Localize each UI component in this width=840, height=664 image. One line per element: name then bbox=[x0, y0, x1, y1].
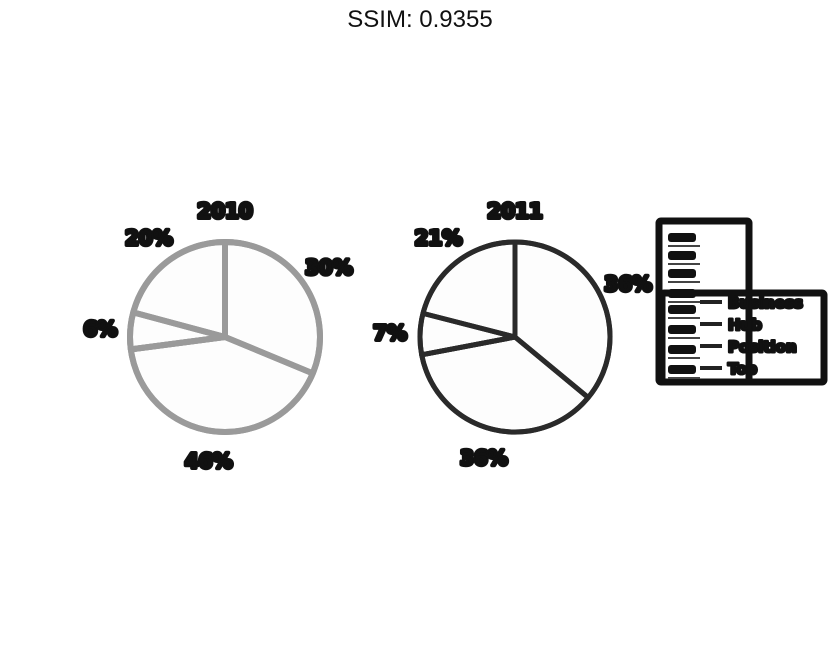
pie-0-label-0: 30% bbox=[305, 256, 353, 280]
pie-1-slice-1 bbox=[419, 334, 591, 435]
pie-1-label-0: 36% bbox=[604, 272, 652, 296]
pie-1-title: 2011 bbox=[487, 199, 543, 223]
legend-left-swatch-5 bbox=[668, 325, 696, 334]
legend-left-swatch-7 bbox=[668, 365, 696, 374]
legend-right-label-3: Top bbox=[728, 360, 758, 378]
pie-0-title: 2010 bbox=[197, 199, 253, 223]
pie-1-slice-0 bbox=[512, 239, 613, 401]
pie-0-slice-1 bbox=[127, 334, 316, 436]
pie-0-slice-0 bbox=[222, 239, 323, 377]
legend-right-label-2: Position bbox=[728, 338, 797, 356]
pie-1-slice-4 bbox=[420, 239, 518, 340]
legend-left-swatch-3 bbox=[668, 289, 696, 298]
pie-0-label-1: 46% bbox=[185, 449, 233, 473]
pie-1-label-3: 7% bbox=[373, 321, 407, 345]
pie-0-slice-4 bbox=[130, 239, 228, 340]
legend-left-swatch-2 bbox=[668, 269, 696, 278]
legend-left-swatch-1 bbox=[668, 251, 696, 260]
pie-1-label-1: 36% bbox=[460, 446, 508, 470]
legend-left-swatch-4 bbox=[668, 305, 696, 314]
pie-0-label-3: 6% bbox=[83, 317, 117, 341]
page-title: SSIM: 0.9355 bbox=[347, 6, 493, 33]
legend-right-label-1: Hub bbox=[728, 316, 762, 334]
legend-left-swatch-6 bbox=[668, 345, 696, 354]
legend-left-swatch-0 bbox=[668, 233, 696, 242]
legend-right-label-0: Business bbox=[728, 294, 803, 312]
pie-1-label-4: 21% bbox=[414, 226, 462, 250]
legend-box-right bbox=[658, 289, 828, 386]
pie-0-label-4: 20% bbox=[125, 226, 173, 250]
